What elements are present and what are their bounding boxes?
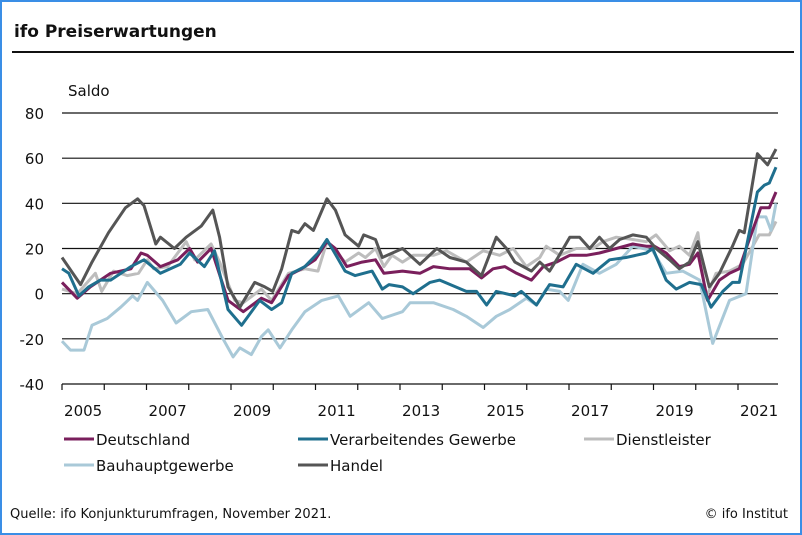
series-line-bauhauptgewerbe	[60, 203, 778, 359]
y-tick-label: -20	[20, 331, 45, 349]
x-tick-label: 2015	[487, 402, 525, 420]
y-tick-label: 40	[25, 195, 44, 213]
copyright-note: © ifo Institut	[704, 507, 788, 522]
x-tick-label: 2019	[656, 402, 694, 420]
legend-label: Deutschland	[96, 431, 190, 449]
y-tick-label: 60	[25, 150, 44, 168]
y-tick-label: 0	[34, 286, 44, 304]
legend-label: Dienstleister	[616, 431, 712, 449]
series-line-verarbeitendes-gewerbe	[61, 166, 778, 327]
x-tick-label: 2017	[571, 402, 609, 420]
y-axis-label: Saldo	[68, 82, 110, 100]
x-tick-label: 2021	[740, 402, 778, 420]
source-note: Quelle: ifo Konjunkturumfragen, November…	[10, 507, 332, 522]
title-divider	[12, 51, 794, 53]
x-tick-label: 2005	[64, 402, 102, 420]
x-tick-label: 2009	[233, 402, 271, 420]
y-tick-label: 80	[25, 105, 44, 123]
x-tick-label: 2011	[318, 402, 356, 420]
series-line-dienstleister	[61, 220, 778, 305]
legend-label: Verarbeitendes Gewerbe	[330, 431, 516, 449]
y-tick-label: 20	[25, 241, 44, 259]
y-tick-label: -40	[20, 376, 45, 394]
legend-label: Bauhauptgewerbe	[96, 457, 234, 475]
x-tick-label: 2007	[149, 402, 187, 420]
chart-title: ifo Preiserwartungen	[14, 22, 217, 42]
series-line-handel	[60, 148, 778, 309]
x-tick-label: 2013	[402, 402, 440, 420]
legend-label: Handel	[330, 457, 383, 475]
